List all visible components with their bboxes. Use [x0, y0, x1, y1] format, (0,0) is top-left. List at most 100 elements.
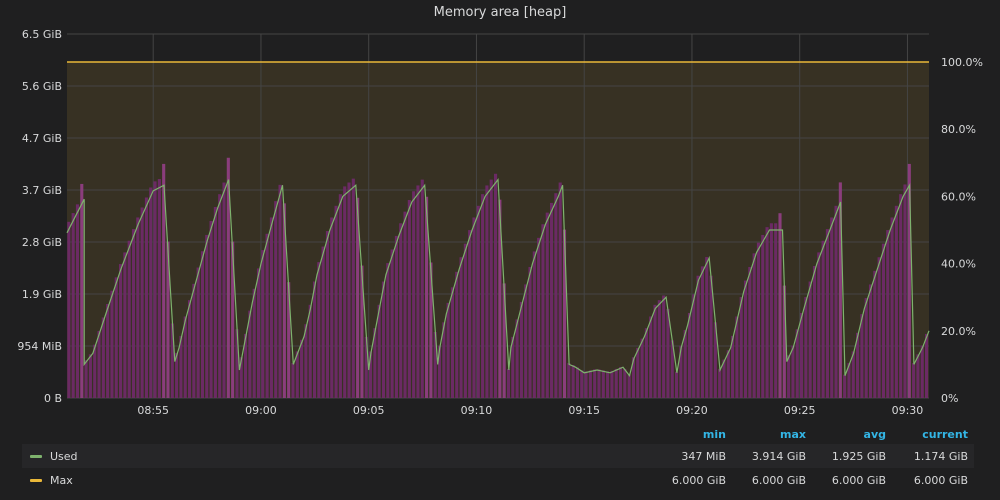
data-bar [123, 252, 127, 398]
y-tick-label: 1.9 GiB [22, 288, 62, 301]
legend-header-current[interactable]: current [922, 427, 968, 441]
legend-row-used[interactable]: Used 347 MiB 3.914 GiB 1.925 GiB 1.174 G… [22, 444, 974, 468]
data-bar [153, 181, 157, 398]
data-bar [851, 351, 855, 398]
data-bar [278, 184, 282, 398]
data-bar [588, 370, 592, 398]
data-bar [550, 202, 554, 398]
data-bar [179, 335, 183, 398]
data-bar [787, 355, 791, 398]
data-bar [493, 173, 498, 398]
data-bar [618, 366, 623, 398]
x-tick-label: 08:55 [137, 404, 169, 417]
data-bar [265, 233, 269, 398]
data-bar [67, 221, 71, 398]
data-bar [291, 363, 295, 398]
data-bar [369, 351, 373, 398]
data-bar [856, 332, 860, 398]
data-bar [437, 345, 442, 398]
legend-swatch-used[interactable] [30, 454, 42, 458]
data-bar [537, 237, 541, 398]
data-bar [916, 354, 920, 398]
data-bar [752, 253, 756, 398]
data-bar [692, 294, 696, 398]
data-bar [269, 217, 273, 398]
data-bar [683, 330, 687, 398]
data-bar [192, 283, 196, 398]
legend-swatch-max[interactable] [30, 478, 42, 482]
x-tick-label: 09:10 [461, 404, 493, 417]
data-bar [425, 196, 429, 398]
y-tick-label: 4.7 GiB [22, 132, 62, 145]
data-bar [554, 193, 558, 398]
x-tick-label: 09:25 [784, 404, 816, 417]
y-tick-label: 6.5 GiB [22, 28, 62, 41]
data-bar [838, 182, 842, 398]
data-bar [394, 235, 398, 398]
data-bar [295, 351, 299, 398]
data-bar [149, 187, 153, 398]
data-bar [666, 308, 670, 398]
data-bar [881, 243, 885, 398]
data-bar [248, 310, 252, 398]
data-bar [636, 347, 640, 398]
data-bar [75, 204, 80, 398]
data-bar [256, 268, 261, 398]
legend-used-avg: 1.925 GiB [831, 449, 886, 463]
data-bar [562, 229, 567, 398]
data-bar [912, 363, 916, 398]
data-bar [886, 230, 890, 398]
data-bar [748, 266, 752, 398]
data-bar [442, 322, 446, 398]
legend-header-avg[interactable]: avg [863, 427, 886, 441]
legend: min max avg current Used 347 MiB 3.914 G… [22, 424, 974, 492]
data-bar [308, 304, 312, 398]
data-bar [791, 345, 795, 398]
data-bar [899, 194, 903, 398]
data-bar [580, 370, 584, 398]
data-bar [873, 270, 877, 398]
data-bar [222, 182, 226, 398]
data-bar [644, 328, 648, 398]
data-bar [420, 179, 424, 398]
y-tick-label: 954 MiB [17, 340, 62, 353]
data-bar [209, 220, 213, 398]
legend-max-avg: 6.000 GiB [831, 473, 886, 487]
legend-header-max[interactable]: max [780, 427, 806, 441]
data-bar [162, 163, 166, 398]
data-bar [325, 231, 330, 398]
data-bar [338, 194, 342, 398]
legend-label-used[interactable]: Used [50, 449, 78, 463]
data-bar [864, 298, 868, 398]
data-bar [726, 350, 730, 398]
legend-max-max: 6.000 GiB [751, 473, 806, 487]
data-bar [532, 251, 536, 398]
data-bar [274, 201, 278, 398]
data-bar [705, 257, 709, 398]
legend-label-max[interactable]: Max [50, 473, 73, 487]
legend-header-min[interactable]: min [702, 427, 726, 441]
data-bar [868, 284, 873, 398]
legend-row-max[interactable]: Max 6.000 GiB 6.000 GiB 6.000 GiB 6.000 … [22, 468, 974, 492]
data-bar [894, 205, 898, 398]
data-bar [196, 267, 200, 398]
data-bar [718, 368, 722, 398]
data-bar [140, 207, 144, 398]
data-bar [364, 336, 368, 398]
data-bar [175, 352, 179, 398]
data-bar [261, 250, 265, 398]
data-bar [476, 205, 480, 398]
data-bar [541, 224, 545, 398]
data-bar [97, 331, 101, 398]
y2-tick-label: 100.0% [941, 56, 983, 69]
data-bar [407, 199, 411, 398]
x-tick-label: 09:20 [676, 404, 708, 417]
data-bar [519, 301, 523, 398]
y-tick-label: 3.7 GiB [22, 184, 62, 197]
y2-tick-label: 40.0% [941, 258, 976, 271]
data-bar [356, 197, 360, 398]
data-bar [890, 217, 894, 398]
data-bar [330, 217, 334, 398]
chart-plot: 0 B 954 MiB 1.9 GiB 2.8 GiB 3.7 GiB 4.7 GiB 5.… [17, 28, 983, 417]
data-bar [71, 213, 75, 398]
